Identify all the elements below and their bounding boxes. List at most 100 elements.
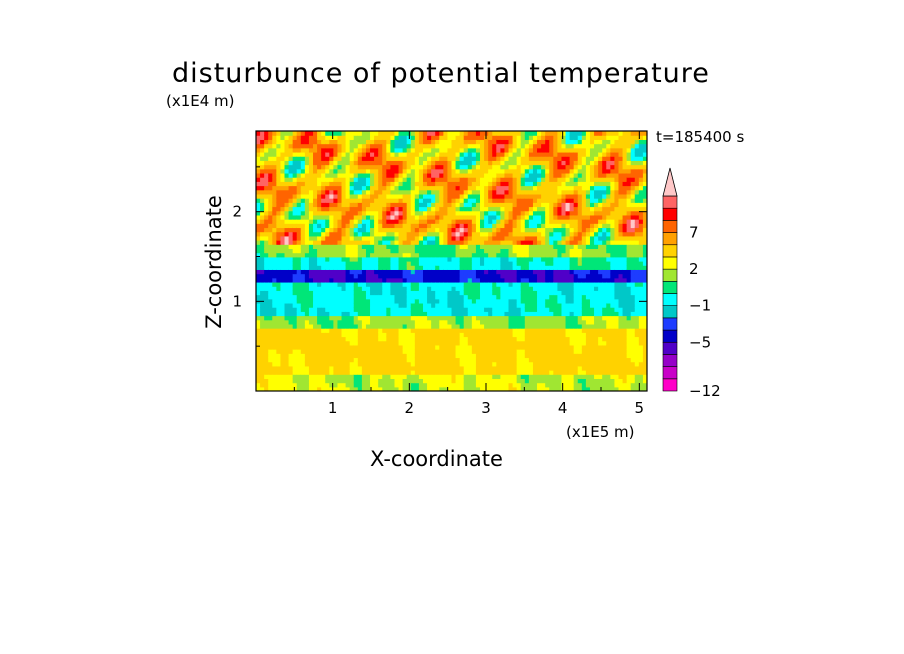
field-cell: [361, 328, 367, 333]
field-cell: [443, 193, 449, 199]
field-cell: [284, 240, 290, 245]
field-cell: [422, 261, 428, 266]
field-cell: [414, 252, 420, 258]
field-cell: [451, 214, 457, 220]
field-cell: [480, 357, 485, 363]
field-cell: [268, 151, 273, 157]
field-cell: [475, 168, 481, 174]
field-cell: [329, 382, 334, 388]
field-cell: [361, 357, 367, 363]
field-cell: [284, 135, 290, 140]
field-cell: [256, 248, 261, 254]
field-cell: [488, 135, 493, 140]
field-cell: [382, 219, 387, 224]
field-cell: [280, 160, 286, 166]
field-cell: [484, 227, 489, 233]
field-cell: [512, 261, 518, 266]
field-cell: [443, 273, 449, 279]
field-cell: [496, 235, 501, 241]
field-cell: [427, 235, 432, 241]
field-cell: [508, 298, 514, 304]
field-cell: [488, 311, 493, 317]
field-cell: [431, 261, 436, 266]
field-cell: [402, 340, 408, 346]
field-cell: [447, 143, 453, 149]
field-cell: [386, 265, 391, 270]
field-cell: [532, 382, 538, 388]
field-cell: [569, 227, 575, 233]
field-cell: [272, 349, 277, 354]
field-cell: [496, 361, 501, 367]
field-cell: [528, 353, 534, 359]
field-cell: [549, 151, 554, 157]
field-cell: [492, 365, 497, 371]
field-cell: [418, 252, 424, 258]
field-cell: [524, 340, 530, 346]
field-cell: [541, 231, 546, 237]
field-cell: [427, 323, 432, 329]
field-cell: [524, 193, 530, 199]
field-cell: [406, 357, 412, 363]
field-cell: [370, 240, 375, 245]
field-cell: [516, 252, 522, 258]
field-cell: [549, 181, 554, 187]
field-cell: [512, 353, 518, 359]
field-cell: [480, 269, 485, 275]
field-cell: [386, 244, 391, 250]
field-cell: [300, 281, 306, 287]
field-cell: [435, 357, 440, 363]
field-cell: [545, 135, 550, 140]
field-cell: [390, 143, 396, 149]
field-cell: [329, 244, 334, 250]
field-cell: [496, 131, 501, 136]
field-cell: [284, 185, 290, 191]
field-cell: [528, 131, 534, 136]
field-cell: [333, 382, 339, 388]
field-cell: [471, 135, 477, 140]
field-cell: [541, 378, 546, 384]
field-cell: [398, 269, 404, 275]
field-cell: [365, 227, 371, 233]
field-cell: [256, 340, 261, 346]
field-cell: [304, 185, 310, 191]
field-cell: [427, 332, 432, 338]
field-cell: [471, 323, 477, 329]
field-cell: [386, 189, 391, 195]
field-cell: [496, 139, 501, 145]
field-cell: [398, 219, 404, 224]
field-cell: [451, 357, 457, 363]
field-cell: [304, 340, 310, 346]
field-cell: [276, 214, 282, 220]
field-cell: [349, 189, 355, 195]
field-cell: [537, 223, 542, 229]
field-cell: [414, 361, 420, 367]
field-cell: [467, 139, 473, 145]
field-cell: [439, 181, 444, 187]
field-cell: [451, 202, 457, 208]
field-cell: [431, 227, 436, 233]
field-cell: [308, 219, 314, 224]
field-cell: [455, 210, 461, 216]
field-cell: [280, 198, 286, 203]
field-cell: [333, 340, 339, 346]
field-cell: [422, 164, 428, 170]
field-cell: [256, 210, 261, 216]
field-cell: [337, 323, 343, 329]
field-cell: [467, 214, 473, 220]
field-cell: [268, 143, 273, 149]
field-cell: [304, 307, 310, 312]
field-cell: [272, 386, 277, 391]
field-cell: [268, 361, 273, 367]
field-cell: [467, 328, 473, 333]
field-cell: [451, 281, 457, 287]
field-cell: [455, 193, 461, 199]
field-cell: [447, 302, 453, 308]
field-cell: [475, 172, 481, 178]
field-cell: [455, 206, 461, 212]
field-cell: [337, 298, 343, 304]
field-cell: [520, 378, 526, 384]
field-cell: [394, 277, 400, 283]
field-cell: [545, 336, 550, 342]
field-cell: [276, 252, 282, 258]
field-cell: [321, 219, 326, 224]
